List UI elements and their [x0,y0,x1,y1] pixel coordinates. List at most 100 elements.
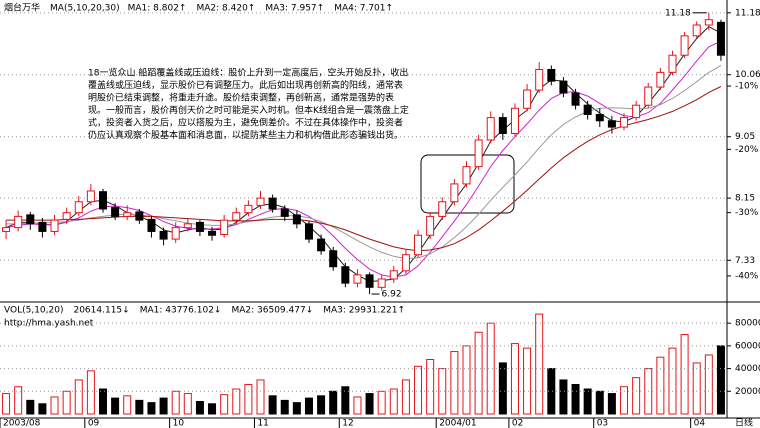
volume-bar [353,396,362,415]
volume-bar [523,347,532,415]
volume-bar [680,334,689,415]
volume-bar [486,322,495,415]
volume-bar [232,388,241,415]
candle-body [220,219,229,235]
y-tick-label: 8.15 [735,194,755,204]
note-line: 仍应认真观察个股基本面和消息面，以提防某些主力和机构借此形态骗钱出货。 [88,129,403,141]
volume-bar [389,388,398,415]
candle-body [510,107,519,134]
chart-title: 烟台万华 [4,2,40,14]
volume-bar [135,399,144,415]
x-tick-label: 12 [342,419,353,428]
candle-body [547,68,556,82]
candle-body [292,214,301,225]
volume-bar [365,393,374,415]
volume-bar [704,354,713,415]
candle-body [50,219,59,232]
y-tick-label: 40000 [735,364,760,374]
volume-bar [147,402,156,415]
volume-bar [716,345,725,415]
volume-header-item: 20614.115↓ [73,306,129,316]
y-tick-label: 9.05 [735,132,755,142]
volume-bar [171,390,180,415]
candle-body [123,212,132,217]
candle-body [304,223,313,240]
y-tick-label: 20000 [735,387,760,397]
volume-bar [62,390,71,415]
candle-body [280,208,289,217]
period-label: 日线 [735,417,753,428]
volume-bar [111,397,120,415]
candle-body [389,270,398,280]
x-tick-label: 02 [512,419,523,428]
volume-bar [692,362,701,415]
volume-bar [98,388,107,415]
candle-body [486,117,495,141]
candle-body [595,113,604,122]
candle-body [244,204,253,214]
candle-body [183,223,192,229]
candle-body [195,221,204,232]
volume-title: VOL(5,10,20) [4,306,63,316]
x-tick-label: 10 [173,419,185,428]
candle-body [426,215,435,236]
candle-body [377,278,386,288]
y-tick-label: 11.18 [735,8,760,18]
volume-bar [510,343,519,415]
note-line: 18一览众山 船蹈覆盖线或压迫线：股价上升到一定高度后，空头开始反扑，收出 [88,67,408,79]
volume-bar [401,379,410,415]
volume-bar [208,403,217,415]
candle-body [450,183,459,203]
x-tick-label: 2003/08 [3,419,41,428]
candle-body [535,68,544,91]
candle-body [98,191,107,210]
candle-body [341,266,350,284]
candle-body [668,54,677,73]
ma-line [6,40,722,278]
candle-body [607,120,616,128]
volume-bar [607,393,616,415]
y2-tick-label: -30% [735,208,759,218]
volume-bar [632,377,641,415]
volume-bar [50,396,59,415]
highlight-box [420,154,515,214]
candle-body [365,274,374,288]
y-tick-label: 60000 [735,341,760,351]
candle-body [208,230,217,236]
candle-body [159,230,168,240]
y2-tick-label: -20% [735,145,759,155]
candle-body [401,254,410,272]
y-tick-label: 7.33 [735,256,755,266]
legend-entry: MA1: 8.802↑ [128,4,187,14]
volume-bar [668,347,677,415]
legend-entry: MA3: 7.957↑ [265,4,324,14]
x-tick-label: 03 [597,419,608,428]
note-line: 覆盖线或压迫线，显示股价已有调整压力。此后如出现再创新高的阳线，通常表 [88,79,403,91]
candle-body [523,89,532,109]
candle-body [171,227,180,240]
candle-body [704,19,713,26]
annotation: 6.92 [382,290,402,300]
candle-body [680,35,689,56]
volume-header-item: MA2: 36509.477↓ [231,306,313,316]
y2-tick-label: -40% [735,271,759,281]
volume-bar [377,390,386,415]
volume-bar [220,394,229,415]
volume-bar [450,351,459,415]
candle-body [329,250,338,268]
candle-body [692,24,701,37]
volume-bar [292,402,301,415]
volume-bar [280,399,289,415]
note-line: 式，投资者入货之后，应以搭股为主，避免倒差价。不过在具体操作中，投资者 [88,117,403,129]
volume-bar [329,390,338,415]
volume-bar [268,395,277,415]
volume-bar [426,359,435,415]
volume-bar [498,362,507,415]
watermark: http://hma.yash.net [4,319,94,329]
candle-body [2,227,11,232]
volume-bar [195,401,204,415]
volume-bar [38,403,47,415]
candle-body [632,104,641,119]
candle-body [474,139,483,168]
